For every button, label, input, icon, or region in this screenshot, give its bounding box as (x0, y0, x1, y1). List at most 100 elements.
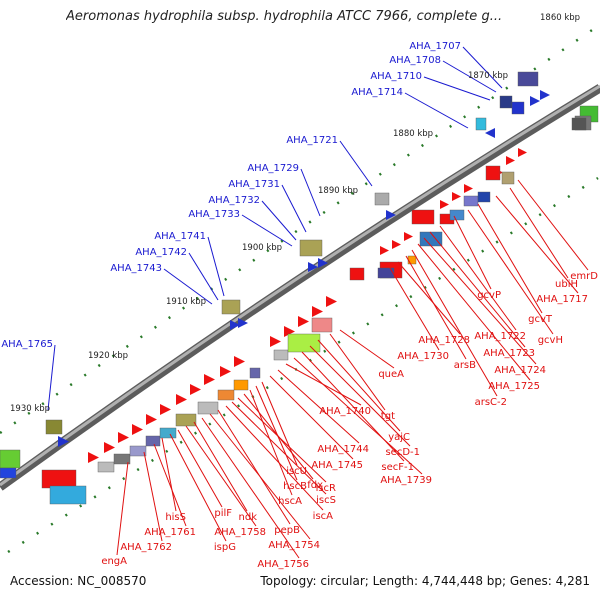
gene-block (411, 209, 435, 225)
gene-label-lower[interactable]: AHA_1717 (536, 294, 588, 305)
gene-arrow (318, 258, 328, 268)
gene-arrow (238, 318, 248, 328)
leader-line (293, 357, 423, 475)
gene-label-lower[interactable]: emrD (570, 271, 598, 282)
gene-label-lower[interactable]: engA (101, 556, 127, 567)
gene-label-upper[interactable]: AHA_1743 (110, 263, 162, 274)
gene-label-upper[interactable]: AHA_1729 (247, 163, 299, 174)
gene-label-lower[interactable]: AHA_1725 (488, 381, 540, 392)
gene-block (287, 333, 321, 353)
gene-label-upper[interactable]: AHA_1742 (135, 247, 187, 258)
tick-track-upper (0, 24, 599, 435)
gene-label-upper[interactable]: AHA_1765 (1, 339, 53, 350)
gene-label-lower[interactable]: ispG (214, 542, 236, 553)
gene-block (501, 171, 515, 185)
gene-label-lower[interactable]: hscB (283, 481, 307, 492)
leader-line (261, 381, 298, 466)
gene-label-lower[interactable]: AHA_1728 (418, 335, 470, 346)
gene-label-lower[interactable]: pilF (214, 508, 232, 519)
gene-arrow (132, 424, 143, 435)
leader-line (143, 451, 163, 542)
gene-label-lower[interactable]: arsB (454, 360, 476, 371)
leader-line (177, 429, 223, 508)
leader-line (495, 195, 579, 294)
leader-line (389, 267, 440, 351)
gene-arrow (190, 384, 201, 395)
leader-line (241, 214, 293, 247)
gene-label-lower[interactable]: tgt (381, 411, 395, 422)
leader-line (453, 215, 492, 290)
gene-label-lower[interactable]: AHA_1722 (474, 331, 526, 342)
gene-block (0, 467, 17, 479)
gene-label-lower[interactable]: AHA_1730 (397, 351, 449, 362)
gene-arrow (58, 436, 69, 447)
gene-label-lower[interactable]: AHA_1724 (494, 365, 546, 376)
gene-label-lower[interactable]: hisS (165, 512, 186, 523)
gene-label-lower[interactable]: queA (378, 369, 404, 380)
gene-block (97, 461, 115, 473)
gene-label-lower[interactable]: hscA (278, 496, 302, 507)
gene-arrow (176, 394, 187, 405)
gene-label-upper[interactable]: AHA_1741 (154, 231, 206, 242)
gene-arrow (386, 210, 396, 220)
gene-label-upper[interactable]: AHA_1707 (409, 41, 461, 52)
leader-line (300, 168, 321, 217)
gene-arrow (104, 442, 115, 453)
leader-line (405, 255, 467, 360)
kbp-label: 1860 kbp (540, 13, 580, 23)
leader-line (397, 261, 461, 335)
gene-arrow (284, 326, 295, 337)
gene-label-lower[interactable]: secF-1 (381, 462, 414, 473)
leader-line (161, 437, 177, 512)
gene-label-lower[interactable]: iscR (316, 483, 336, 494)
gene-block (499, 95, 513, 109)
gene-label-lower[interactable]: AHA_1723 (483, 348, 535, 359)
gene-label-lower[interactable]: ubiH (555, 279, 578, 290)
gene-block (463, 195, 479, 207)
gene-label-lower[interactable]: yajC (388, 432, 410, 443)
gene-label-lower[interactable]: fdx (307, 480, 323, 491)
leader-line (285, 363, 362, 406)
gene-label-upper[interactable]: AHA_1708 (389, 55, 441, 66)
gene-label-lower[interactable]: iscU (286, 466, 307, 477)
gene-label-lower[interactable]: AHA_1744 (317, 444, 369, 455)
gene-label-lower[interactable]: arsC-2 (475, 397, 507, 408)
gene-label-lower[interactable]: gcvP (477, 290, 501, 301)
gene-block (0, 449, 21, 469)
gene-block (419, 231, 443, 247)
leader-line (217, 409, 291, 525)
gene-label-lower[interactable]: ndk (239, 512, 258, 523)
gene-label-lower[interactable]: gcvT (528, 314, 553, 325)
leader-line (417, 243, 531, 381)
gene-label-lower[interactable]: AHA_1754 (268, 540, 320, 551)
gene-block (175, 413, 197, 427)
gene-label-lower[interactable]: secD-1 (385, 447, 420, 458)
gene-label-lower[interactable]: AHA_1745 (311, 460, 363, 471)
kbp-label: 1930 kbp (10, 404, 50, 414)
gene-block (129, 445, 147, 457)
gene-arrow (146, 414, 157, 425)
leader-line (467, 209, 554, 335)
gene-label-lower[interactable]: AHA_1756 (257, 559, 309, 570)
gene-block (299, 239, 323, 257)
gene-label-lower[interactable]: pepB (274, 525, 300, 536)
gene-label-lower[interactable]: AHA_1758 (214, 527, 266, 538)
gene-label-lower[interactable]: gcvH (538, 335, 563, 346)
gene-label-lower[interactable]: AHA_1761 (144, 527, 196, 538)
gene-label-lower[interactable]: iscA (313, 511, 333, 522)
leader-line (201, 417, 300, 559)
gene-label-upper[interactable]: AHA_1710 (370, 71, 422, 82)
leader-line (309, 345, 411, 447)
gene-label-lower[interactable]: AHA_1762 (120, 542, 172, 553)
gene-label-upper[interactable]: AHA_1731 (228, 179, 280, 190)
gene-label-upper[interactable]: AHA_1732 (208, 195, 260, 206)
gene-label-lower[interactable]: AHA_1739 (380, 475, 432, 486)
gene-label-lower[interactable]: AHA_1740 (319, 406, 371, 417)
gene-label-upper[interactable]: AHA_1733 (188, 209, 240, 220)
gene-label-upper[interactable]: AHA_1714 (351, 87, 403, 98)
gene-label-lower[interactable]: iscS (316, 495, 336, 506)
gene-label-upper[interactable]: AHA_1721 (286, 135, 338, 146)
gene-block (113, 453, 131, 465)
gene-arrow (452, 192, 461, 201)
